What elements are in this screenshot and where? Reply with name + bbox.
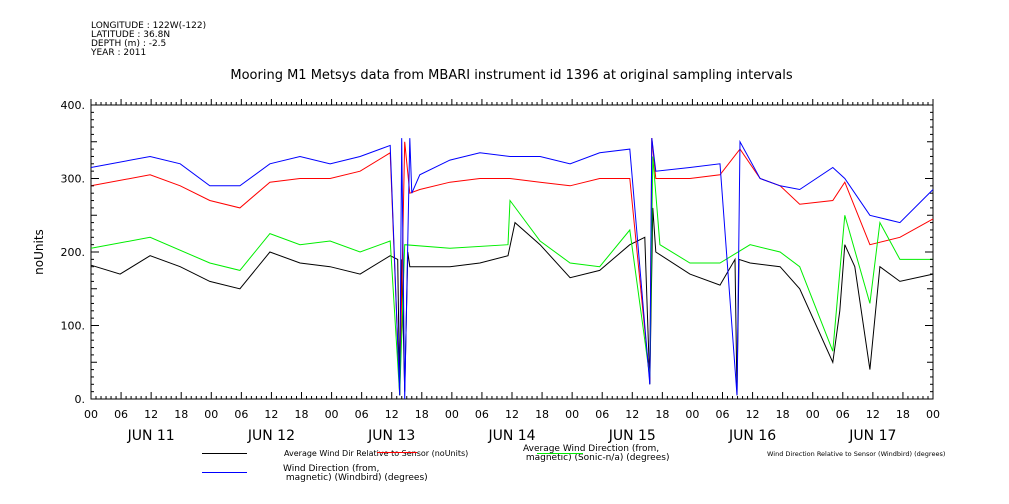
x-tick-label: 12 (505, 408, 519, 421)
day-label: JUN 17 (848, 428, 896, 444)
x-tick-label: 06 (114, 408, 128, 421)
x-tick-label: 06 (595, 408, 609, 421)
series-line-1 (90, 138, 934, 396)
depth-label: DEPTH (m) : -2.5 (91, 39, 167, 49)
series-line-2 (90, 156, 933, 396)
day-label: JUN 13 (367, 428, 415, 444)
x-tick-label: 12 (746, 408, 760, 421)
latitude-label: LATITUDE : 36.8N (91, 30, 171, 40)
x-tick-label: 18 (655, 408, 669, 421)
chart-title: Mooring M1 Metsys data from MBARI instru… (230, 68, 793, 83)
day-label: JUN 16 (728, 428, 776, 444)
x-tick-label: 06 (234, 408, 248, 421)
x-tick-label: 18 (295, 408, 309, 421)
x-tick-label: 00 (325, 408, 339, 421)
series-line-0 (90, 207, 934, 396)
x-tick-label: 06 (716, 408, 730, 421)
y-tick-label: 300. (61, 173, 86, 186)
legend-label-2: Wind Direction Relative to Sensor (Windb… (767, 450, 946, 458)
year-label: YEAR : 2011 (91, 48, 147, 58)
y-tick-label: 200. (61, 246, 86, 259)
x-tick-label: 00 (926, 408, 940, 421)
x-tick-label: 06 (475, 408, 489, 421)
y-tick-label: 400. (61, 99, 86, 112)
x-tick-label: 06 (836, 408, 850, 421)
x-tick-label: 18 (415, 408, 429, 421)
x-tick-label: 12 (866, 408, 880, 421)
x-tick-label: 00 (806, 408, 820, 421)
day-label: JUN 12 (247, 428, 295, 444)
x-tick-label: 18 (535, 408, 549, 421)
day-label: JUN 11 (127, 428, 175, 444)
x-tick-label: 12 (625, 408, 639, 421)
y-tick-label: 0. (75, 393, 86, 406)
x-tick-label: 18 (174, 408, 188, 421)
legend-swatch-green (537, 453, 583, 454)
x-tick-label: 12 (144, 408, 158, 421)
x-tick-label: 18 (896, 408, 910, 421)
x-tick-label: 00 (565, 408, 579, 421)
x-tick-label: 12 (264, 408, 278, 421)
x-tick-label: 06 (355, 408, 369, 421)
legend-swatch-red (377, 452, 417, 453)
y-tick-label: 100. (61, 320, 86, 333)
series-line-3 (90, 138, 934, 400)
day-label: JUN 14 (487, 428, 535, 444)
legend-swatch-black (202, 453, 247, 454)
legend-label-0: Average Wind Dir Relative to Sensor (noU… (284, 449, 469, 458)
x-tick-label: 00 (84, 408, 98, 421)
y-axis-label: noUnits (32, 229, 46, 275)
x-tick-label: 12 (385, 408, 399, 421)
legend-label-1: Average Wind Direction (from, magnetic) … (523, 444, 670, 463)
x-tick-label: 00 (685, 408, 699, 421)
x-tick-label: 00 (445, 408, 459, 421)
longitude-label: LONGITUDE : 122W(-122) (91, 21, 207, 31)
x-tick-label: 18 (776, 408, 790, 421)
plot-frame (90, 104, 934, 400)
x-tick-label: 00 (204, 408, 218, 421)
legend-swatch-blue (202, 472, 247, 473)
day-label: JUN 15 (608, 428, 656, 444)
legend-label-3: Wind Direction (from, magnetic) (Windbir… (283, 464, 428, 483)
